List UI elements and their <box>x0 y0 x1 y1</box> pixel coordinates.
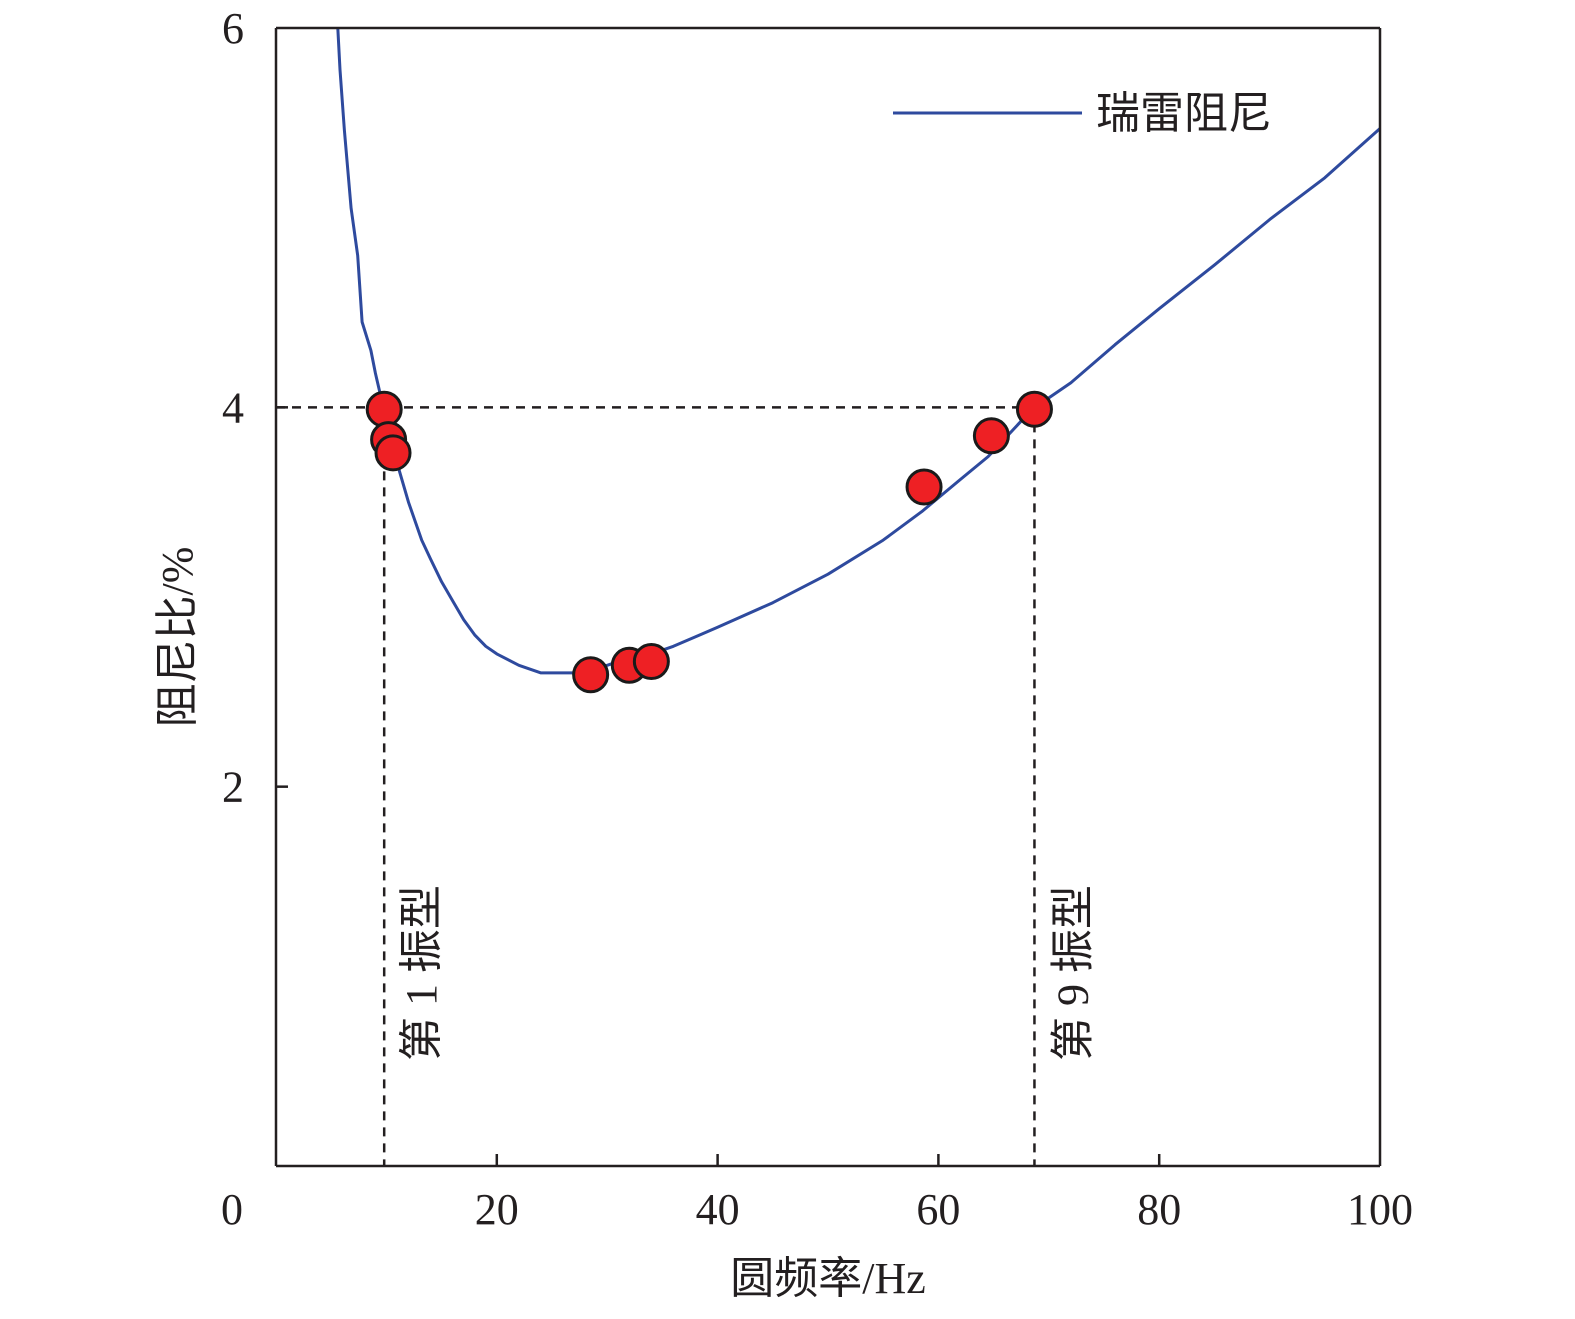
mode-annotation-2: 第 9 振型 <box>1048 885 1097 1061</box>
x-axis-label: 圆频率/Hz <box>730 1254 926 1303</box>
reference-lines <box>276 406 1036 1166</box>
data-point-6 <box>632 642 670 680</box>
labels-group: 圆频率/Hz 阻尼比/% <box>153 547 926 1303</box>
y-tick-label-6: 6 <box>222 4 244 53</box>
ticks-group: 0 20 40 60 80 100 2 4 6 <box>221 4 1413 1234</box>
legend-label: 瑞雷阻尼 <box>1096 89 1272 138</box>
x-tick-label-20: 20 <box>475 1185 519 1234</box>
x-tick-label-60: 60 <box>916 1185 960 1234</box>
y-tick-label-2: 2 <box>222 763 244 812</box>
data-point-4 <box>572 656 610 694</box>
mode-annotation-1: 第 1 振型 <box>397 885 446 1061</box>
y-tick-label-4: 4 <box>222 383 244 432</box>
data-point-7 <box>905 468 943 506</box>
points-group <box>365 390 1053 694</box>
y-axis-label: 阻尼比/% <box>153 547 202 728</box>
data-point-9 <box>1015 390 1053 428</box>
data-point-1 <box>365 390 403 428</box>
annotations-group: 第 1 振型 第 9 振型 <box>397 885 1097 1061</box>
data-point-8 <box>972 417 1010 455</box>
data-point-3 <box>374 434 412 472</box>
axes-group <box>274 26 1382 1168</box>
x-tick-label-0: 0 <box>221 1185 243 1234</box>
x-tick-label-40: 40 <box>696 1185 740 1234</box>
x-tick-label-100: 100 <box>1347 1185 1413 1234</box>
legend: 瑞雷阻尼 <box>893 89 1272 138</box>
x-tick-label-80: 80 <box>1137 1185 1181 1234</box>
